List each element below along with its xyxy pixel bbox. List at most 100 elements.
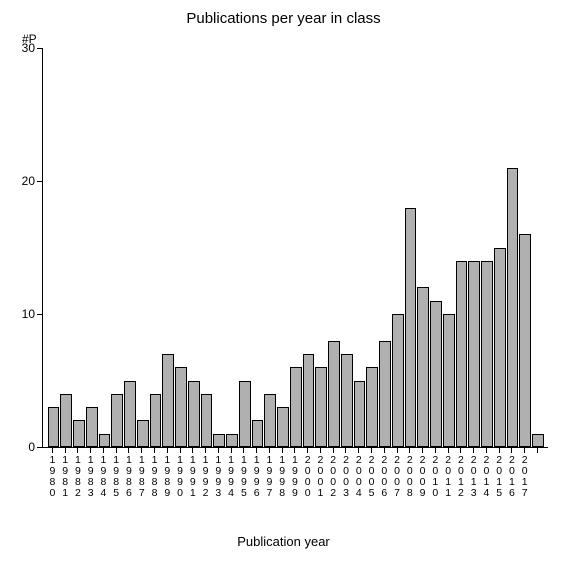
x-tick: 2009 xyxy=(417,448,429,501)
bar xyxy=(328,341,340,447)
y-tick-label: 20 xyxy=(22,174,35,188)
x-tick: 2010 xyxy=(429,448,441,501)
x-tick: 1983 xyxy=(85,448,97,501)
bar xyxy=(239,381,251,448)
x-tick-label: 1990 xyxy=(176,455,184,499)
x-tick: 1996 xyxy=(251,448,263,501)
x-tick-label: 1980 xyxy=(48,455,56,499)
x-tick-label: 2006 xyxy=(380,455,388,499)
bar xyxy=(111,394,123,447)
x-tick-label: 2014 xyxy=(482,455,490,499)
x-tick-label: 1992 xyxy=(202,455,210,499)
bar xyxy=(60,394,72,447)
x-tick: 2002 xyxy=(327,448,339,501)
bar xyxy=(443,314,455,447)
x-tick: 1997 xyxy=(264,448,276,501)
bar xyxy=(226,434,238,447)
x-tick-label: 2008 xyxy=(406,455,414,499)
x-tick-label: 1982 xyxy=(74,455,82,499)
x-tick: 1984 xyxy=(98,448,110,501)
x-tick-label: 1986 xyxy=(125,455,133,499)
x-tick: 1986 xyxy=(123,448,135,501)
x-tick-label: 1981 xyxy=(61,455,69,499)
bar xyxy=(507,168,519,447)
x-tick: 1980 xyxy=(47,448,59,501)
bar xyxy=(201,394,213,447)
bar xyxy=(392,314,404,447)
x-tick-label: 1985 xyxy=(112,455,120,499)
x-tick: 2008 xyxy=(404,448,416,501)
x-tick: 2011 xyxy=(442,448,454,501)
plot-area: 0102030 xyxy=(42,48,548,448)
bar xyxy=(468,261,480,447)
bar xyxy=(213,434,225,447)
x-tick-label: 2004 xyxy=(355,455,363,499)
bar xyxy=(379,341,391,447)
x-tick-label: 2009 xyxy=(419,455,427,499)
x-tick: 1989 xyxy=(161,448,173,501)
bar xyxy=(430,301,442,447)
chart-title: Publications per year in class xyxy=(0,10,567,27)
bar xyxy=(405,208,417,447)
x-tick: 2001 xyxy=(315,448,327,501)
publications-bar-chart: Publications per year in class #P 010203… xyxy=(0,0,567,567)
x-tick-label: 1989 xyxy=(163,455,171,499)
bar xyxy=(354,381,366,448)
x-tick-label: 1998 xyxy=(278,455,286,499)
bar xyxy=(188,381,200,448)
x-tick-label: 2002 xyxy=(329,455,337,499)
x-tick: 1993 xyxy=(212,448,224,501)
x-tick-label: 1994 xyxy=(227,455,235,499)
x-tick-label: 1996 xyxy=(253,455,261,499)
x-tick-label: 1983 xyxy=(87,455,95,499)
x-tick-label: 2017 xyxy=(521,455,529,499)
x-tick-label: 2005 xyxy=(368,455,376,499)
bar xyxy=(494,248,506,448)
x-tick-label: 1987 xyxy=(138,455,146,499)
bar xyxy=(137,420,149,447)
bar xyxy=(417,287,429,447)
bar xyxy=(456,261,468,447)
x-tick: 2012 xyxy=(455,448,467,501)
x-tick: 1987 xyxy=(136,448,148,501)
y-tick-label: 10 xyxy=(22,307,35,321)
x-tick-label: 2000 xyxy=(304,455,312,499)
x-tick: 2003 xyxy=(340,448,352,501)
bar xyxy=(124,381,136,448)
x-tick-label: 1997 xyxy=(265,455,273,499)
x-tick-label: 2013 xyxy=(470,455,478,499)
x-tick-label: 2012 xyxy=(457,455,465,499)
bar xyxy=(277,407,289,447)
bar xyxy=(341,354,353,447)
x-axis-label: Publication year xyxy=(0,534,567,549)
y-tick xyxy=(37,48,43,49)
bar xyxy=(48,407,60,447)
x-tick-label: 1984 xyxy=(99,455,107,499)
x-tick: 2006 xyxy=(378,448,390,501)
bar xyxy=(252,420,264,447)
x-tick-label: 1991 xyxy=(189,455,197,499)
x-tick: 1992 xyxy=(200,448,212,501)
y-tick-label: 0 xyxy=(28,440,35,454)
bar xyxy=(481,261,493,447)
bar xyxy=(532,434,544,447)
bar xyxy=(366,367,378,447)
x-tick: 2000 xyxy=(302,448,314,501)
x-tick: 2014 xyxy=(481,448,493,501)
bar xyxy=(175,367,187,447)
bar xyxy=(264,394,276,447)
bars-container xyxy=(43,48,548,447)
x-tick-label: 1995 xyxy=(240,455,248,499)
x-tick-label: 1988 xyxy=(151,455,159,499)
bar xyxy=(86,407,98,447)
x-tick-label: 1993 xyxy=(214,455,222,499)
x-tick: 2015 xyxy=(493,448,505,501)
x-tick: 1990 xyxy=(174,448,186,501)
x-tick: 2016 xyxy=(506,448,518,501)
x-tick: 1985 xyxy=(110,448,122,501)
x-tick-label: 2003 xyxy=(342,455,350,499)
x-tick-label: 2015 xyxy=(495,455,503,499)
x-tick: 1988 xyxy=(149,448,161,501)
x-tick-label: 2007 xyxy=(393,455,401,499)
x-tick: 1991 xyxy=(187,448,199,501)
